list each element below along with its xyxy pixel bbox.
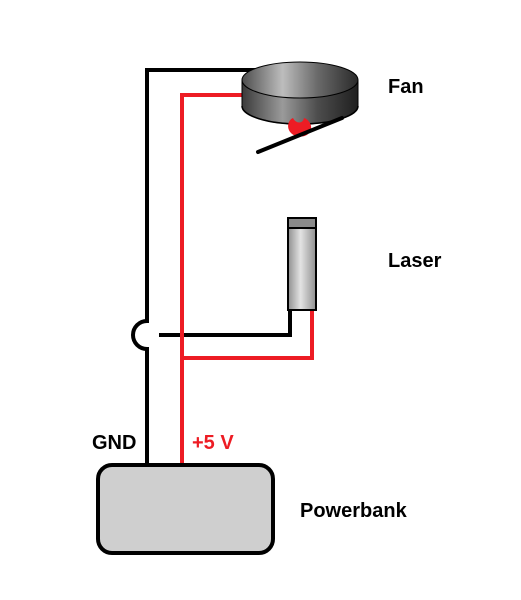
label-5v: +5 V	[192, 432, 234, 455]
powerbank	[98, 465, 273, 553]
laser	[288, 218, 316, 310]
label-laser: Laser	[388, 250, 441, 273]
wiring-diagram	[0, 0, 521, 600]
label-gnd: GND	[92, 432, 136, 455]
label-powerbank: Powerbank	[300, 500, 407, 523]
fan	[242, 62, 358, 152]
wire-gnd	[133, 70, 290, 467]
label-fan: Fan	[388, 76, 424, 99]
